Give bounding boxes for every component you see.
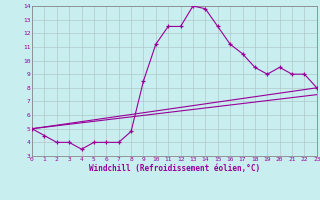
X-axis label: Windchill (Refroidissement éolien,°C): Windchill (Refroidissement éolien,°C) [89,164,260,173]
